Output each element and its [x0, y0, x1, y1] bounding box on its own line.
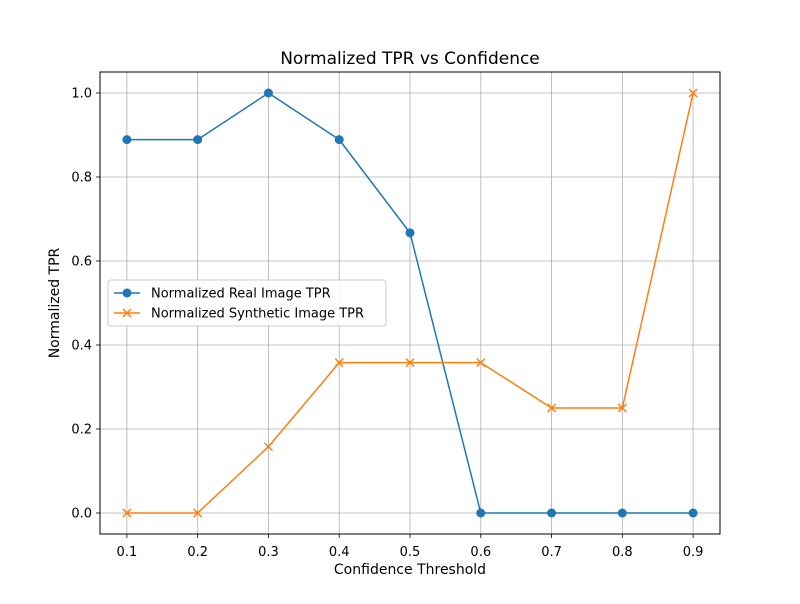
x-tick-label: 0.9 [683, 545, 704, 560]
data-point [193, 135, 203, 145]
data-point [476, 358, 486, 368]
data-point [334, 358, 344, 368]
y-tick-label: 0.8 [71, 171, 92, 186]
data-point [122, 508, 132, 518]
data-point [405, 228, 415, 238]
x-tick-label: 0.7 [541, 545, 562, 560]
series-layer [122, 88, 698, 518]
legend-marker-real [122, 288, 132, 298]
data-point [688, 88, 698, 98]
x-axis-label: Confidence Threshold [334, 562, 486, 578]
data-point [476, 508, 486, 518]
legend-label-real: Normalized Real Image TPR [151, 287, 331, 302]
y-tick-label: 0.0 [71, 507, 92, 522]
x-tick-label: 0.6 [470, 545, 491, 560]
x-tick-label: 0.2 [187, 545, 208, 560]
legend-box [107, 279, 387, 327]
chart-title: Normalized TPR vs Confidence [280, 49, 540, 69]
x-tick-label: 0.1 [117, 545, 138, 560]
legend-marker-synthetic [122, 308, 132, 318]
axis-ticks: 0.1 0.2 0.3 0.4 0.5 0.6 0.7 0.8 0.9 0.0 0.2 0.4 0.6 0… [71, 87, 703, 561]
data-point [617, 508, 627, 518]
y-tick-label: 0.6 [71, 255, 92, 270]
data-point [617, 403, 627, 413]
y-tick-label: 0.4 [71, 339, 92, 354]
x-tick-label: 0.8 [612, 545, 633, 560]
x-tick-label: 0.5 [400, 545, 421, 560]
data-point [263, 88, 273, 98]
x-tick-label: 0.3 [258, 545, 279, 560]
data-point [688, 508, 698, 518]
y-axis-label: Normalized TPR [47, 247, 63, 358]
series-synthetic [122, 88, 698, 518]
x-tick-label: 0.4 [329, 545, 350, 560]
y-tick-label: 0.2 [71, 423, 92, 438]
data-point [263, 442, 273, 452]
legend-label-synthetic: Normalized Synthetic Image TPR [151, 307, 364, 322]
y-tick-label: 1.0 [71, 87, 92, 102]
data-point [405, 358, 415, 368]
legend: Normalized Real Image TPR Normalized Syn… [107, 279, 387, 327]
data-point [193, 508, 203, 518]
data-point [122, 135, 132, 145]
data-point [547, 403, 557, 413]
data-point [547, 508, 557, 518]
series-real [122, 88, 698, 518]
data-point [334, 135, 344, 145]
